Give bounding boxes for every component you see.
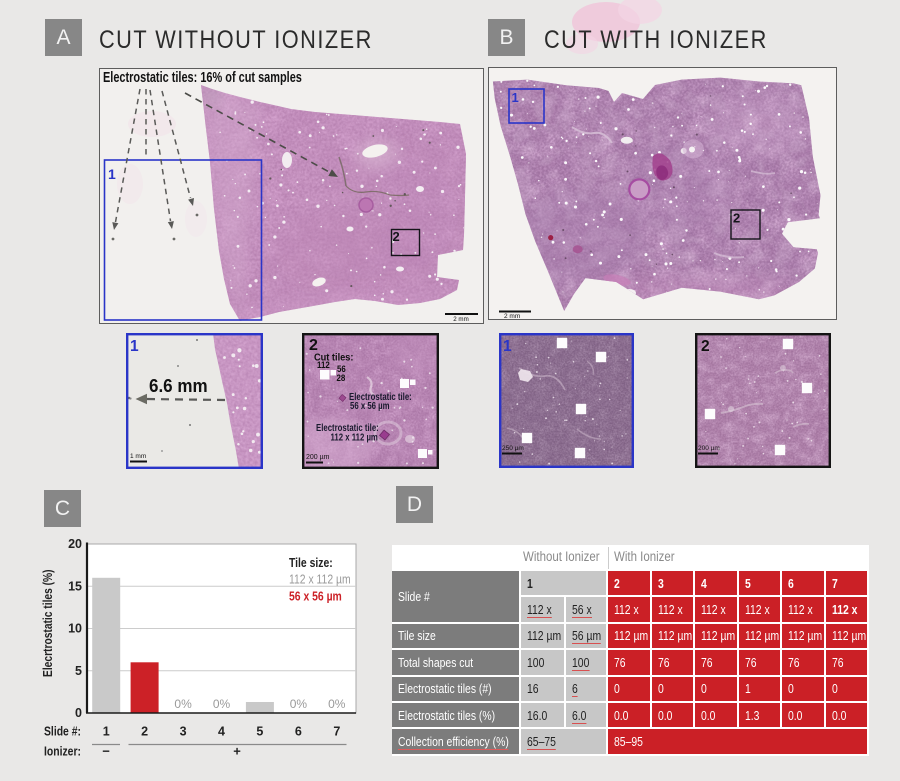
svg-text:Electrostatic tile:: Electrostatic tile: [316,422,379,433]
svg-text:7: 7 [333,725,340,739]
svg-text:Elecrtrostatic tiles (%): Elecrtrostatic tiles (%) [42,569,55,677]
svg-text:10: 10 [68,622,82,636]
svg-text:6.6 mm: 6.6 mm [149,375,208,396]
svg-text:Tile size:: Tile size: [289,556,333,570]
svg-text:2: 2 [733,211,740,226]
svg-text:2: 2 [309,337,318,354]
svg-text:+: + [233,744,241,759]
svg-text:1: 1 [108,166,116,182]
svg-text:0%: 0% [290,697,308,711]
svg-text:2: 2 [393,229,400,244]
svg-text:15: 15 [68,579,82,593]
svg-text:1: 1 [130,338,139,355]
svg-text:0%: 0% [328,697,346,711]
svg-text:Ionizer:: Ionizer: [44,744,81,758]
svg-text:1: 1 [512,90,519,105]
svg-text:56: 56 [337,364,346,375]
svg-text:Electrostatic tile:: Electrostatic tile: [349,391,412,402]
svg-text:3: 3 [180,725,187,739]
svg-text:112: 112 [317,360,330,371]
svg-text:20: 20 [68,537,82,551]
svg-text:56 x 56 µm: 56 x 56 µm [350,400,390,411]
svg-text:2 mm: 2 mm [453,316,468,323]
svg-text:2: 2 [701,338,710,355]
svg-text:1 mm: 1 mm [130,453,146,460]
svg-text:−: − [102,744,110,759]
svg-text:0: 0 [75,706,82,720]
svg-text:112 x 112 µm: 112 x 112 µm [289,572,351,586]
svg-text:1: 1 [103,725,110,739]
svg-text:Electrostatic tiles: 16% of cu: Electrostatic tiles: 16% of cut samples [103,69,302,85]
svg-text:250 µm: 250 µm [502,445,524,452]
svg-text:28: 28 [337,373,346,384]
svg-text:0%: 0% [174,697,192,711]
svg-text:112 x 112 µm: 112 x 112 µm [331,432,378,443]
svg-text:6: 6 [295,725,302,739]
svg-text:2 mm: 2 mm [504,313,520,319]
svg-text:5: 5 [75,664,82,678]
svg-text:Slide #:: Slide #: [44,724,81,738]
svg-text:1: 1 [503,338,512,355]
svg-text:Cut tiles:: Cut tiles: [314,352,353,364]
svg-text:4: 4 [218,725,225,739]
svg-text:200 µm: 200 µm [306,454,330,461]
svg-text:5: 5 [256,725,263,739]
svg-text:56 x 56 µm: 56 x 56 µm [289,589,342,603]
svg-text:0%: 0% [213,697,231,711]
svg-text:2: 2 [141,725,148,739]
svg-text:200 µm: 200 µm [698,445,720,452]
